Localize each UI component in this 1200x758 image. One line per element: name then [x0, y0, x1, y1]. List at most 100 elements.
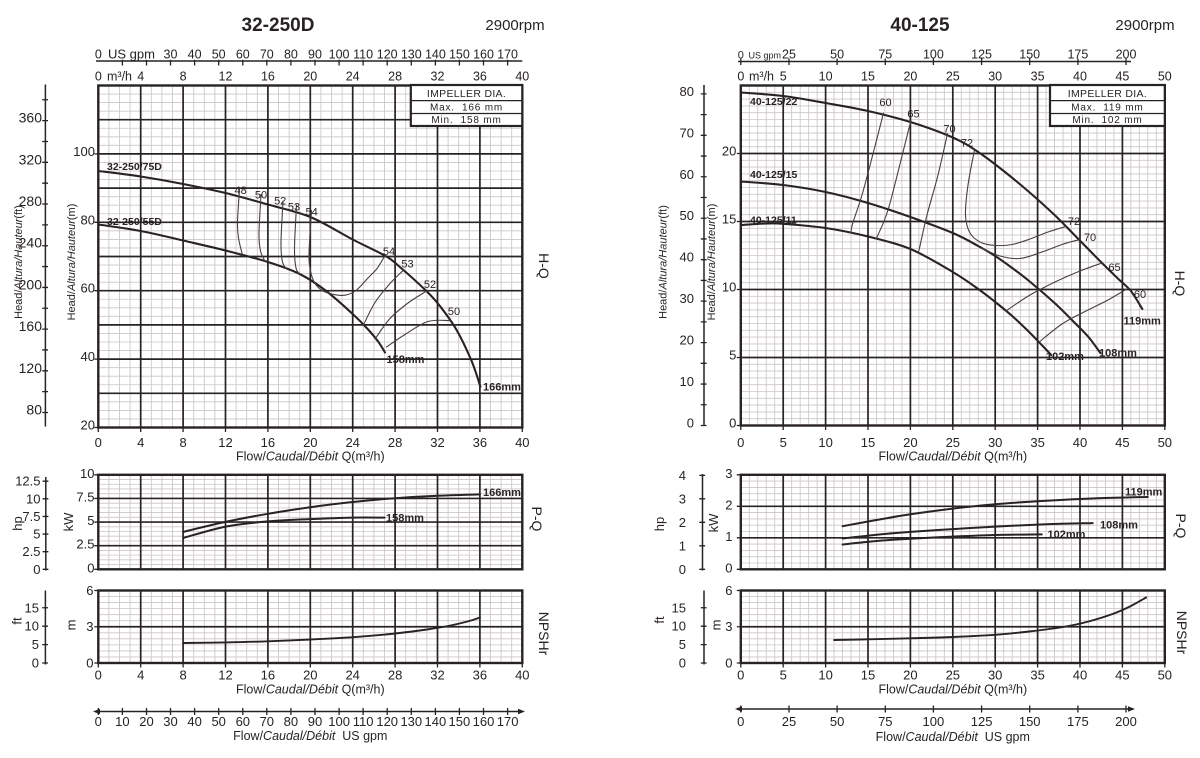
svg-text:P-Q: P-Q — [1173, 514, 1189, 539]
svg-text:100: 100 — [923, 48, 944, 62]
svg-text:50: 50 — [212, 48, 226, 62]
svg-text:40-125/22: 40-125/22 — [750, 96, 797, 108]
svg-text:28: 28 — [388, 70, 402, 84]
svg-text:50: 50 — [680, 208, 694, 223]
svg-text:60: 60 — [680, 167, 694, 182]
svg-text:108mm: 108mm — [1100, 520, 1138, 532]
svg-text:40: 40 — [1073, 70, 1087, 84]
svg-text:60: 60 — [236, 48, 250, 62]
svg-text:158mm: 158mm — [387, 354, 425, 366]
svg-text:72: 72 — [1068, 216, 1080, 228]
svg-text:30: 30 — [164, 48, 178, 62]
svg-text:6: 6 — [86, 583, 93, 598]
svg-text:30: 30 — [988, 70, 1002, 84]
svg-text:hp: hp — [10, 516, 25, 530]
svg-text:320: 320 — [19, 151, 43, 167]
svg-text:160: 160 — [473, 48, 494, 62]
svg-text:2: 2 — [725, 497, 732, 512]
svg-text:20: 20 — [139, 714, 153, 729]
svg-text:10: 10 — [26, 491, 40, 506]
svg-text:10: 10 — [722, 280, 736, 295]
svg-text:25: 25 — [946, 70, 960, 84]
svg-text:200: 200 — [19, 276, 43, 292]
svg-text:53: 53 — [401, 259, 413, 271]
svg-text:0: 0 — [95, 48, 102, 62]
svg-text:70: 70 — [680, 125, 694, 140]
svg-text:16: 16 — [261, 668, 275, 683]
svg-text:360: 360 — [19, 110, 43, 126]
svg-text:5: 5 — [32, 637, 39, 652]
svg-text:0: 0 — [729, 416, 736, 431]
svg-text:80: 80 — [284, 714, 298, 729]
svg-text:170: 170 — [497, 714, 519, 729]
svg-text:12: 12 — [219, 70, 233, 84]
svg-text:US gpm: US gpm — [108, 47, 155, 62]
svg-text:50: 50 — [448, 306, 460, 318]
svg-text:ft: ft — [652, 616, 667, 624]
svg-text:Head/Altura/Hauteur(ft): Head/Altura/Hauteur(ft) — [13, 205, 25, 319]
svg-text:15: 15 — [861, 668, 875, 683]
svg-text:kW: kW — [61, 512, 76, 532]
svg-text:119mm: 119mm — [1125, 487, 1163, 499]
svg-text:140: 140 — [425, 48, 446, 62]
svg-text:0: 0 — [95, 668, 102, 683]
svg-text:100: 100 — [329, 48, 350, 62]
svg-text:m: m — [64, 620, 79, 631]
svg-text:130: 130 — [400, 714, 422, 729]
svg-text:15: 15 — [672, 600, 686, 615]
svg-text:70: 70 — [260, 714, 274, 729]
svg-text:54: 54 — [305, 207, 317, 219]
svg-text:110: 110 — [353, 714, 374, 729]
svg-text:m: m — [709, 620, 724, 631]
svg-text:10: 10 — [819, 70, 833, 84]
svg-text:Head/Altura/Hauteur(m): Head/Altura/Hauteur(m) — [706, 204, 718, 321]
svg-text:0: 0 — [679, 562, 686, 577]
svg-text:NPSHr: NPSHr — [536, 612, 552, 656]
svg-text:3: 3 — [725, 619, 732, 634]
svg-text:28: 28 — [388, 668, 402, 683]
svg-text:Flow/Caudal/Débit Q(m³/h): Flow/Caudal/Débit Q(m³/h) — [236, 683, 385, 697]
svg-text:4: 4 — [137, 668, 144, 683]
svg-text:10: 10 — [115, 714, 129, 729]
svg-text:24: 24 — [345, 435, 359, 450]
svg-text:IMPELLER DIA.: IMPELLER DIA. — [427, 88, 506, 100]
svg-text:2900rpm: 2900rpm — [1115, 17, 1174, 34]
svg-text:130: 130 — [401, 48, 422, 62]
svg-text:20: 20 — [680, 333, 694, 348]
svg-text:5: 5 — [780, 435, 787, 450]
svg-text:65: 65 — [907, 109, 919, 121]
svg-text:2900rpm: 2900rpm — [485, 17, 544, 34]
svg-text:5: 5 — [679, 637, 686, 652]
svg-text:28: 28 — [388, 435, 402, 450]
svg-text:15: 15 — [722, 212, 736, 227]
svg-text:8: 8 — [180, 70, 187, 84]
svg-text:158mm: 158mm — [386, 513, 424, 525]
svg-text:125: 125 — [971, 714, 993, 729]
svg-text:70: 70 — [260, 48, 274, 62]
svg-text:Head/Altura/Hauteur(ft): Head/Altura/Hauteur(ft) — [658, 205, 670, 319]
svg-text:40: 40 — [515, 668, 529, 683]
svg-text:0: 0 — [687, 416, 694, 431]
svg-text:5: 5 — [729, 348, 736, 363]
svg-text:110: 110 — [353, 48, 373, 62]
svg-text:166mm: 166mm — [483, 487, 521, 499]
svg-text:40: 40 — [680, 250, 694, 265]
svg-text:72: 72 — [961, 138, 973, 150]
svg-text:1: 1 — [725, 529, 732, 544]
svg-text:20: 20 — [903, 70, 917, 84]
svg-text:20: 20 — [303, 668, 317, 683]
svg-text:7.5: 7.5 — [22, 509, 40, 524]
svg-text:36: 36 — [473, 668, 487, 683]
svg-text:0: 0 — [725, 656, 732, 671]
svg-text:2.5: 2.5 — [76, 537, 94, 552]
svg-text:30: 30 — [680, 291, 694, 306]
svg-text:20: 20 — [303, 435, 317, 450]
svg-text:25: 25 — [946, 435, 960, 450]
svg-text:50: 50 — [255, 189, 267, 201]
svg-text:150: 150 — [1019, 714, 1041, 729]
svg-text:5: 5 — [780, 70, 787, 84]
svg-text:5: 5 — [87, 513, 94, 528]
svg-text:12: 12 — [218, 668, 232, 683]
svg-text:15: 15 — [25, 600, 39, 615]
svg-text:166mm: 166mm — [483, 382, 521, 394]
